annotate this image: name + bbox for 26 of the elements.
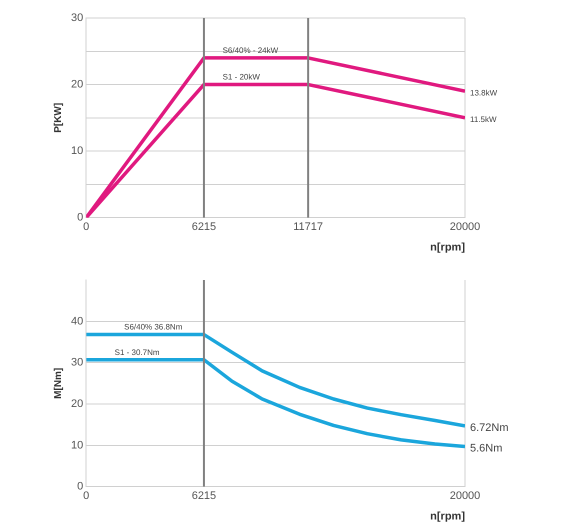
y-axis-title: P[KW] xyxy=(52,102,64,133)
annotation: S1 - 30.7Nm xyxy=(114,348,160,357)
y-tick-label: 30 xyxy=(70,12,84,24)
y-tick-label: 30 xyxy=(70,356,84,369)
x-tick-label: 6215 xyxy=(192,221,216,234)
y-tick-label: 10 xyxy=(70,439,84,452)
y-tick-label: 0 xyxy=(77,480,84,493)
annotation: 13.8kW xyxy=(470,88,498,98)
y-axis-title: M[Nm] xyxy=(52,368,64,399)
y-tick-label: 10 xyxy=(70,145,84,158)
annotation: 6.72Nm xyxy=(470,422,509,434)
x-axis-title: n[rpm] xyxy=(430,510,466,522)
x-tick-label: 6215 xyxy=(192,490,216,502)
x-tick-label: 20000 xyxy=(450,490,480,502)
x-axis-title: n[rpm] xyxy=(430,241,466,254)
x-tick-label: 20000 xyxy=(450,221,480,234)
y-tick-label: 20 xyxy=(70,78,84,91)
y-tick-label: 0 xyxy=(77,212,84,224)
annotation: S1 - 20kW xyxy=(222,72,260,82)
annotation: S6/40% 36.8Nm xyxy=(124,322,183,332)
annotation: S6/40% - 24kW xyxy=(222,46,279,56)
annotation: 11.5kW xyxy=(470,115,497,124)
x-tick-label: 11717 xyxy=(293,221,324,234)
y-tick-label: 20 xyxy=(70,398,84,410)
annotation: 5.6Nm xyxy=(470,442,502,455)
y-tick-label: 40 xyxy=(70,315,84,328)
